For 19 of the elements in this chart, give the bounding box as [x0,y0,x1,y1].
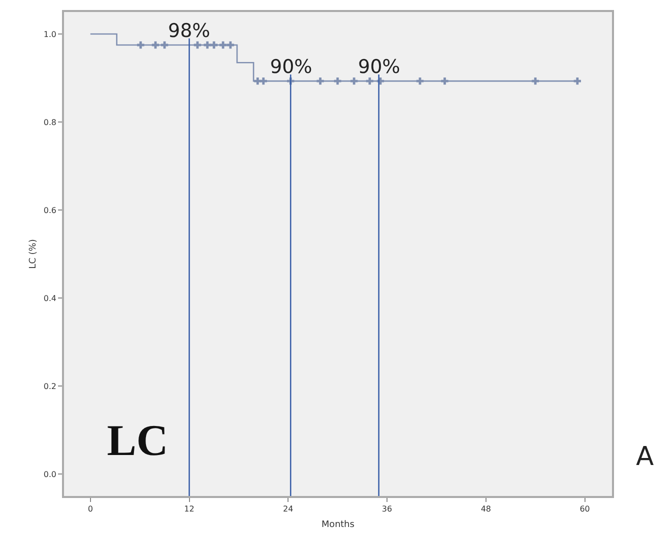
x-tick-label: 12 [184,504,194,514]
y-tick-label: 0.0 [44,470,56,479]
x-tick-label: 36 [382,504,392,514]
x-axis-title: Months [322,520,355,530]
y-axis-title: LC (%) [28,239,39,269]
y-tick-label: 0.4 [44,294,56,303]
annotation: 90% [358,56,400,78]
y-tick-label: 0.2 [44,382,56,391]
y-tick-label: 0.8 [44,118,56,127]
annotation: 90% [270,56,312,78]
y-tick-label: 1.0 [44,30,56,39]
x-tick-label: 48 [480,504,492,514]
x-tick-label: 60 [580,504,590,514]
x-tick-label: 0 [88,504,93,514]
text: A [636,442,654,472]
x-tick-label: 24 [283,504,294,514]
annotation: 98% [168,20,210,42]
annotation: LC [107,416,168,465]
y-tick-label: 0.6 [44,206,56,215]
